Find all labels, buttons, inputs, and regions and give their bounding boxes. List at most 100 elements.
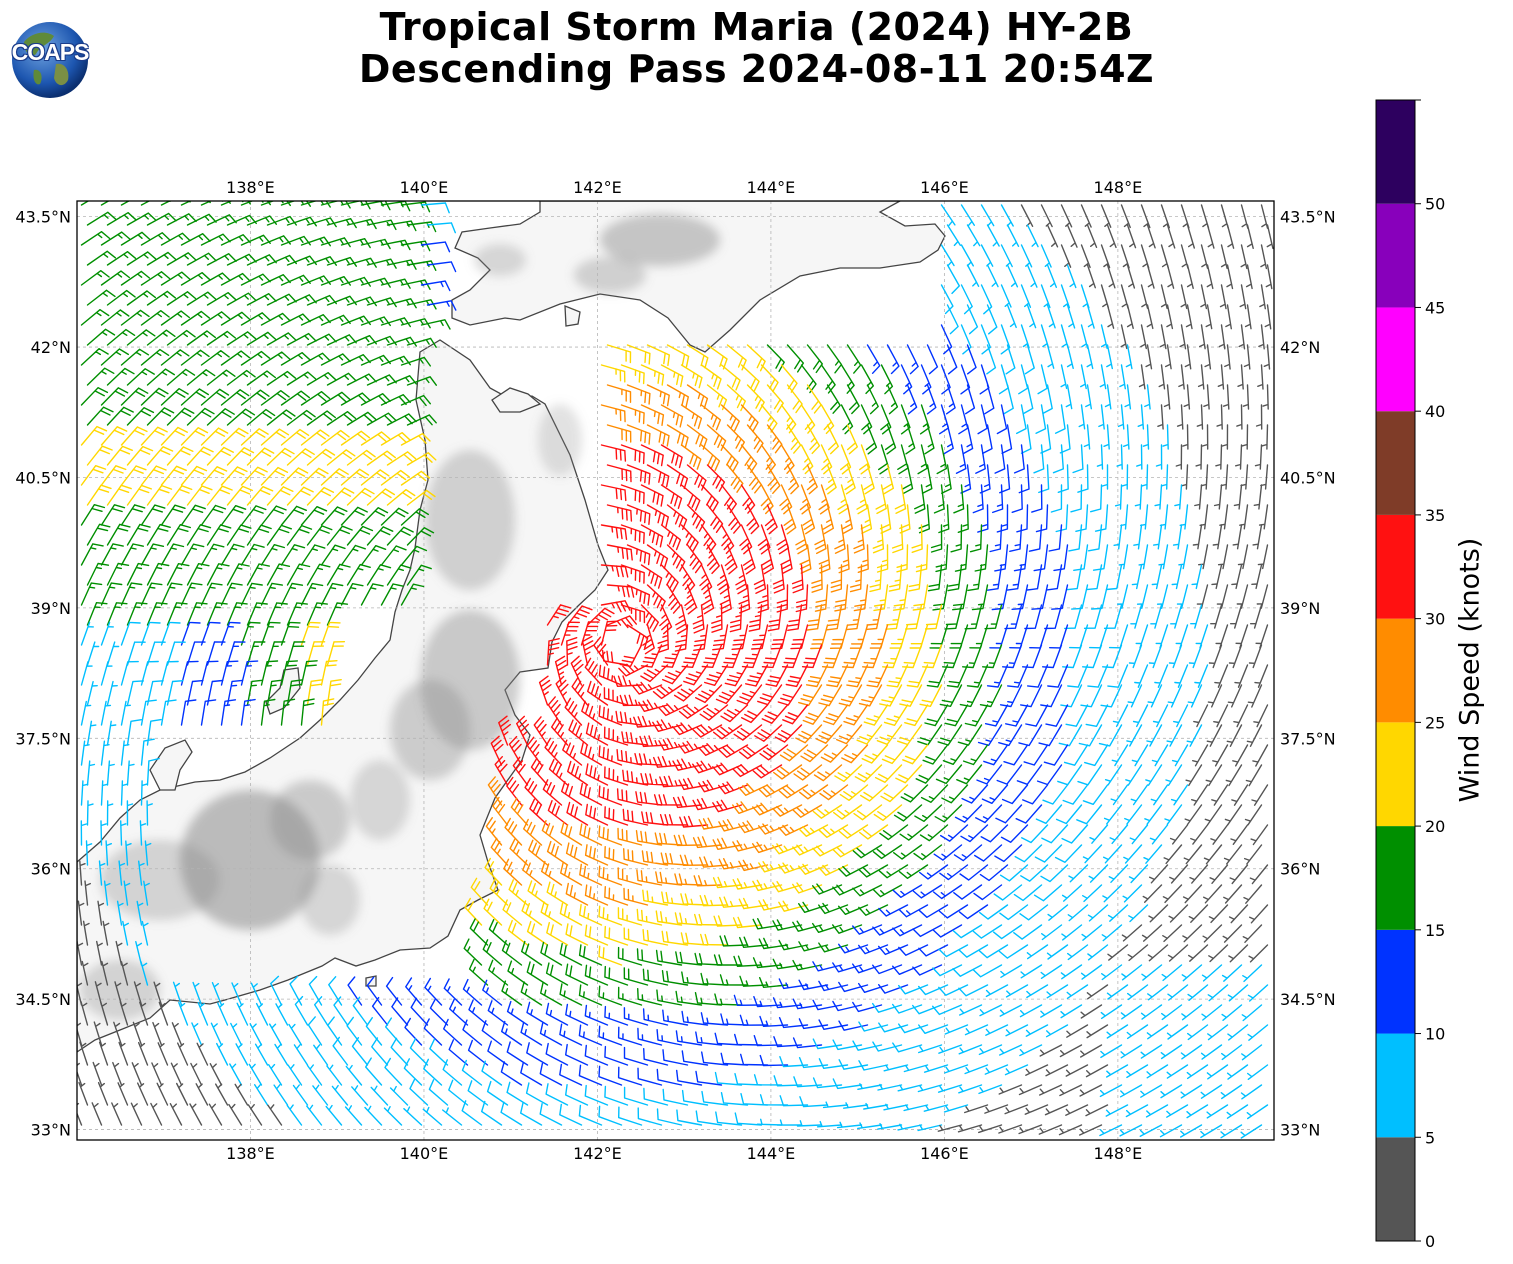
wind-barb (839, 784, 869, 801)
wind-barb (228, 1103, 243, 1126)
wind-barb (246, 293, 277, 306)
wind-barb (957, 504, 969, 533)
wind-barb (306, 1104, 323, 1126)
wind-barb (770, 624, 789, 650)
wind-barb (1053, 544, 1069, 572)
wind-barb (834, 764, 863, 782)
wind-barb (969, 624, 989, 649)
wind-barb (400, 394, 431, 407)
wind-barb (783, 504, 797, 535)
wind-barb (578, 1104, 603, 1126)
wind-barb (917, 444, 928, 475)
wind-barb (1125, 764, 1143, 786)
wind-barb (655, 949, 683, 966)
wind-barb (266, 602, 288, 626)
wind-barb (180, 427, 209, 446)
wind-barb (852, 844, 883, 859)
wind-barb (340, 468, 370, 486)
wind-barb (1021, 824, 1049, 844)
wind-barb (560, 821, 583, 846)
wind-barb (1004, 1064, 1029, 1076)
lon-tick-label-top: 142°E (573, 178, 622, 197)
wind-barb (565, 963, 589, 986)
wind-barb (482, 939, 503, 966)
wind-barb (1167, 684, 1183, 708)
wind-barb (919, 684, 943, 707)
wind-barb (927, 564, 943, 592)
wind-barb (911, 524, 923, 553)
wind-barb (1077, 464, 1089, 493)
wind-barb (712, 624, 729, 651)
wind-barb (186, 524, 212, 546)
wind-barb (346, 487, 375, 506)
wind-barb (940, 244, 955, 267)
wind-barb (1166, 1024, 1189, 1040)
wind-barb (320, 468, 349, 486)
wind-barb (565, 1003, 589, 1026)
wind-barb (633, 715, 663, 728)
wind-barb (1043, 744, 1069, 766)
lat-tick-label-right: 36°N (1280, 860, 1320, 879)
wind-barb (126, 719, 142, 746)
wind-barb (832, 884, 863, 896)
wind-barb (186, 446, 214, 466)
wind-barb (606, 544, 633, 561)
wind-barb (1160, 1084, 1183, 1099)
wind-barb (917, 1084, 943, 1093)
wind-barb (1106, 1024, 1129, 1039)
wind-barb (720, 364, 741, 391)
wind-barb (390, 1037, 409, 1066)
wind-barb (626, 384, 651, 405)
wind-barb (206, 292, 237, 306)
wind-barb (759, 1015, 789, 1027)
wind-barb (328, 976, 343, 1006)
wind-barb (1047, 904, 1069, 921)
wind-barb (180, 233, 211, 246)
wind-barb (106, 602, 128, 626)
wind-barb (1131, 564, 1143, 590)
wind-barb (1037, 364, 1048, 395)
wind-barb (640, 564, 663, 589)
wind-barb (1063, 744, 1089, 766)
wind-barb (1140, 324, 1147, 350)
wind-barb (306, 333, 337, 346)
wind-barb (878, 944, 909, 956)
wind-barb (1186, 264, 1194, 289)
wind-barb (1080, 1004, 1103, 1019)
wind-barb (1208, 904, 1229, 924)
wind-barb (270, 975, 283, 1006)
wind-barb (1201, 1004, 1223, 1021)
wind-barb (200, 504, 227, 526)
wind-barb (1140, 284, 1149, 309)
wind-barb (300, 429, 330, 446)
wind-barb (186, 407, 215, 426)
wind-barb (652, 684, 683, 700)
wind-barb (660, 404, 684, 428)
wind-barb (135, 941, 143, 966)
wind-barb (764, 504, 778, 535)
wind-barb (761, 544, 774, 575)
wind-barb (139, 820, 147, 846)
wind-barb (1257, 544, 1269, 570)
wind-barb (1207, 984, 1229, 1002)
wind-barb (545, 1042, 569, 1066)
wind-barb (1033, 884, 1063, 902)
wind-barb (680, 524, 699, 553)
colorbar-tick-label: 20 (1425, 817, 1445, 836)
wind-barb (899, 824, 929, 841)
wind-barb (1261, 424, 1269, 450)
wind-barb (1226, 264, 1234, 290)
wind-barb (429, 998, 449, 1026)
wind-barb (774, 724, 803, 743)
wind-barb (579, 904, 603, 926)
lat-tick-label-right: 34.5°N (1280, 990, 1336, 1009)
wind-barb (1085, 704, 1109, 727)
wind-barb (547, 800, 569, 826)
wind-barb (695, 1031, 723, 1046)
wind-barb (818, 824, 849, 838)
wind-barb (120, 660, 139, 686)
wind-barb (1202, 924, 1223, 943)
wind-barb (906, 384, 918, 415)
wind-barb (120, 621, 141, 646)
wind-barb (1073, 544, 1089, 571)
